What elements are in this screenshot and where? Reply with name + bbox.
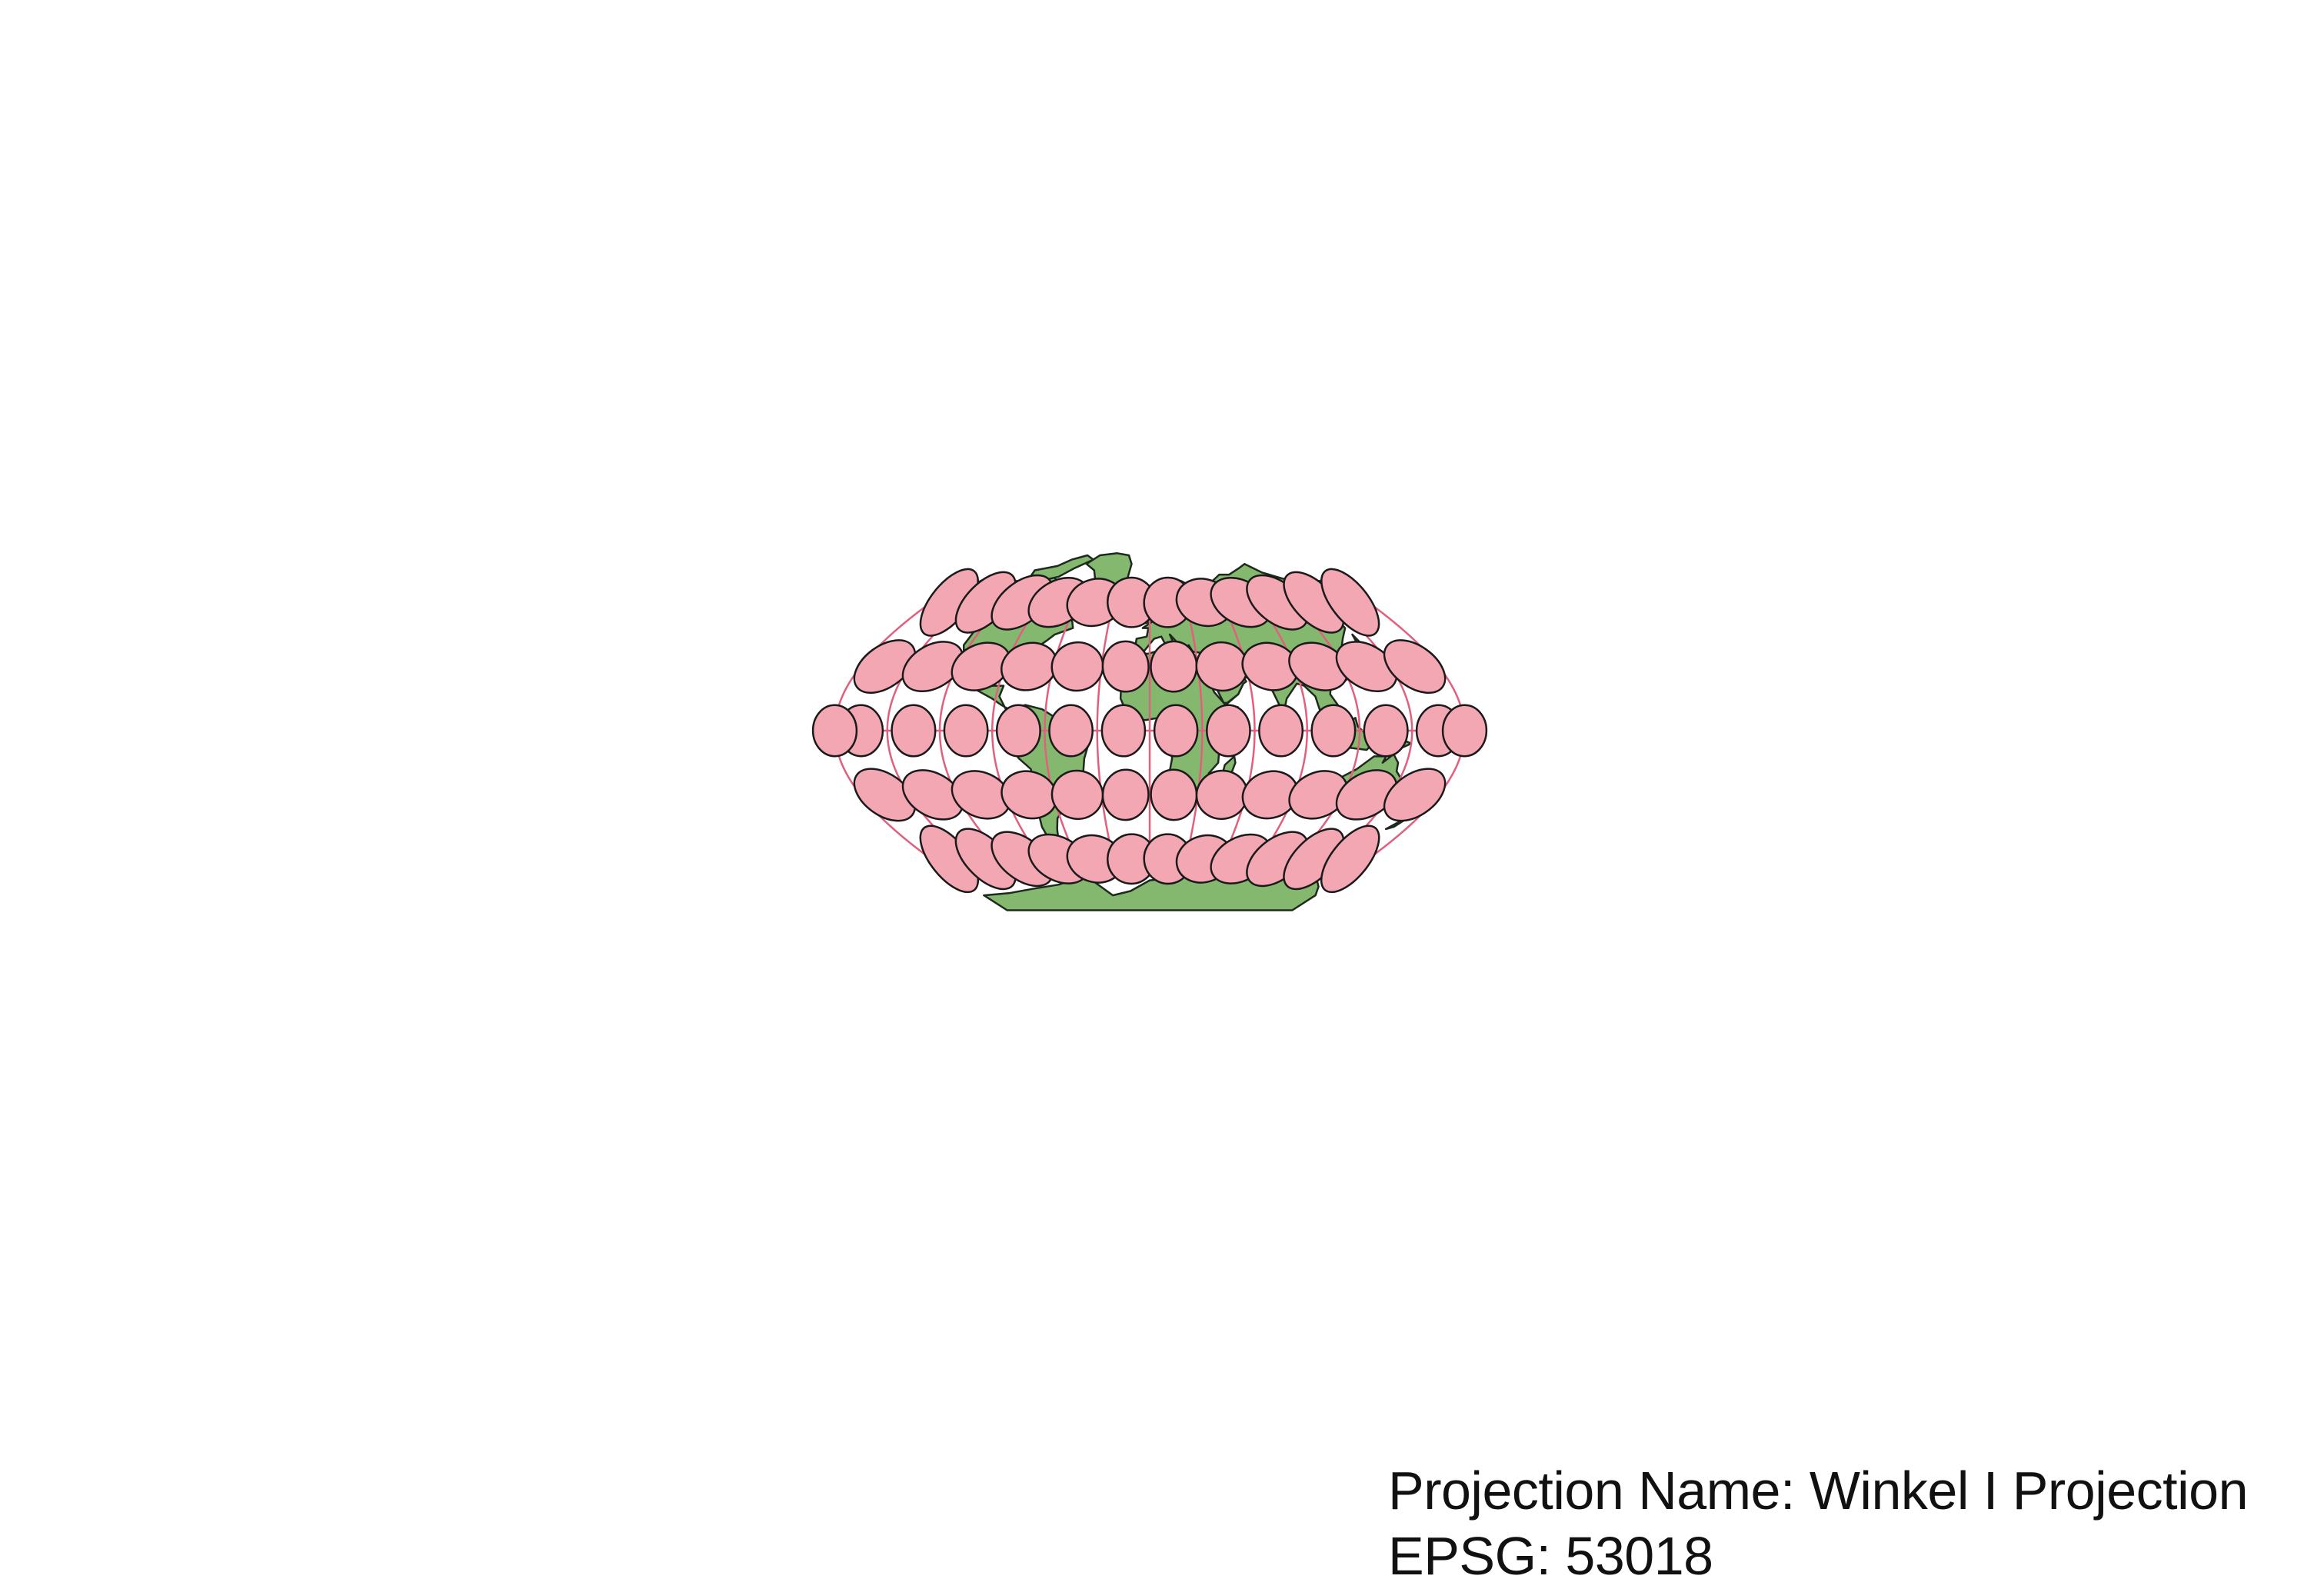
tissot-ellipse <box>943 704 989 758</box>
tissot-ellipse <box>1335 641 1398 693</box>
tissot-ellipse <box>995 704 1041 758</box>
tissot-ellipse <box>1153 704 1199 758</box>
tissot-ellipse <box>1100 704 1147 758</box>
tissot-ellipse <box>1101 640 1150 693</box>
tissot-ellipse <box>1048 704 1094 758</box>
tissot-ellipse <box>1441 704 1488 758</box>
tissot-ellipse <box>1050 641 1104 692</box>
tissot-ellipse <box>1383 639 1447 695</box>
tissot-ellipse <box>1320 568 1380 637</box>
tissot-ellipse <box>901 641 964 693</box>
tissot-ellipse <box>1383 768 1447 822</box>
tissot-ellipse <box>891 704 937 758</box>
tissot-ellipse <box>1288 641 1349 691</box>
tissot-ellipse <box>1288 770 1349 820</box>
tissot-ellipse <box>1335 769 1398 821</box>
tissot-ellipse <box>1258 704 1304 758</box>
tissot-ellipse <box>1363 704 1409 758</box>
tissot-ellipse <box>1101 768 1150 821</box>
tissot-ellipse <box>853 639 917 695</box>
tissot-ellipse <box>853 768 917 822</box>
tissot-ellipse <box>901 769 964 821</box>
tissot-ellipse <box>1206 704 1251 758</box>
projection-name-label: Projection Name: Winkel I Projection <box>1388 1461 2249 1521</box>
tissot-ellipse <box>1310 704 1357 758</box>
tissot-ellipse <box>1320 824 1380 894</box>
tissot-ellipse <box>811 704 858 758</box>
tissot-indicatrix-layer <box>811 568 1488 894</box>
epsg-label: EPSG: 53018 <box>1388 1526 1713 1586</box>
